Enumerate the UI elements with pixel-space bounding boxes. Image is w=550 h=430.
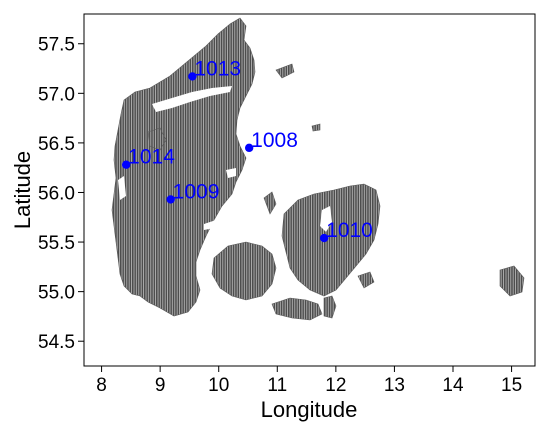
x-tick-label: 13 (384, 375, 405, 396)
station-point (166, 195, 175, 204)
ringkobing-fjord (118, 176, 126, 200)
y-axis: 54.5 55.0 55.5 56.0 56.5 57.0 57.5 (38, 35, 84, 353)
water-layer (118, 86, 332, 232)
x-tick-label: 14 (442, 375, 464, 396)
station-point (319, 233, 329, 243)
x-tick-label: 11 (267, 375, 287, 396)
land-laeso (275, 63, 295, 79)
land-funen (211, 241, 277, 301)
x-tick-label: 9 (155, 375, 166, 396)
land-falster (323, 295, 337, 319)
limfjord (152, 86, 232, 112)
station-point (121, 160, 131, 169)
y-tick-label: 57.0 (38, 84, 75, 105)
isefjord (320, 206, 332, 232)
x-axis-title: Longitude (261, 397, 358, 422)
land-layer (111, 17, 525, 321)
y-tick-label: 55.5 (38, 233, 75, 254)
vejle-fjord (204, 220, 216, 230)
y-tick-label: 56.0 (38, 183, 75, 204)
x-axis: 8 9 10 11 12 13 14 15 (96, 366, 522, 396)
station-point (244, 143, 254, 153)
land-anholt (311, 123, 321, 132)
station-point (188, 72, 197, 81)
land-lolland (271, 297, 323, 321)
station-label: 1010 (326, 219, 373, 242)
land-mors (147, 127, 167, 151)
x-tick-label: 12 (325, 375, 346, 396)
land-bornholm (499, 265, 525, 297)
y-tick-label: 55.0 (38, 283, 75, 304)
land-mon (357, 271, 375, 289)
x-tick-label: 10 (208, 375, 229, 396)
station-label: 1008 (251, 129, 298, 152)
land-zealand (281, 183, 381, 297)
station-label: 1014 (128, 146, 175, 169)
plot-frame (83, 13, 536, 367)
land-samso (263, 191, 277, 215)
y-tick-label: 54.5 (38, 332, 75, 353)
y-axis-title: Latitude (10, 151, 35, 229)
lake-fjord-east (226, 168, 236, 178)
x-tick-label: 15 (501, 375, 522, 396)
x-tick-label: 8 (96, 375, 107, 396)
station-markers: 1013 1008 1014 1009 1010 (121, 57, 373, 243)
station-label: 1013 (194, 57, 241, 80)
station-label: 1009 (173, 180, 220, 203)
y-tick-label: 56.5 (38, 134, 75, 155)
y-tick-label: 57.5 (38, 35, 75, 56)
